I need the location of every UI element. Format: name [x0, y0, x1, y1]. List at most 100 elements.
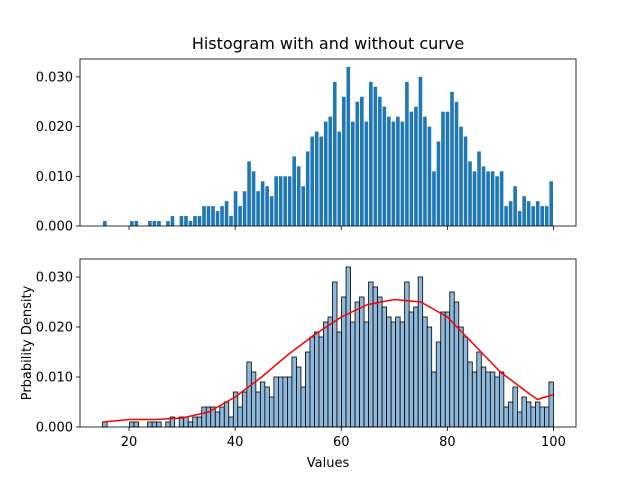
bar — [228, 416, 234, 428]
bar — [179, 216, 184, 226]
bar — [503, 406, 509, 428]
bar — [494, 376, 500, 428]
bar — [197, 216, 202, 226]
bar — [418, 76, 423, 227]
bar — [381, 306, 388, 428]
bar — [372, 286, 379, 428]
bar — [345, 266, 351, 428]
bar — [305, 351, 311, 428]
bar — [265, 186, 269, 226]
bar — [426, 326, 433, 428]
bar — [387, 116, 391, 226]
bar — [211, 206, 215, 226]
y-tick-label: 0.030 — [36, 271, 73, 286]
bar — [323, 321, 329, 428]
bar — [233, 191, 238, 226]
bar — [151, 421, 158, 428]
bar — [516, 411, 523, 428]
bar — [377, 296, 383, 428]
y-tick-label: 0.000 — [36, 421, 73, 436]
bar — [166, 221, 170, 226]
x-tick-label: 80 — [439, 435, 456, 450]
bar — [427, 126, 432, 226]
x-tick-label: 100 — [541, 435, 566, 450]
bar — [134, 221, 139, 226]
bar — [130, 221, 134, 226]
bar — [422, 316, 428, 428]
bar — [215, 211, 220, 226]
bar — [512, 386, 518, 428]
bar — [499, 171, 504, 226]
bar — [459, 126, 463, 226]
bar — [247, 161, 251, 226]
bar — [414, 106, 418, 226]
bar — [277, 376, 284, 428]
x-tick-label: 20 — [121, 435, 138, 450]
bar — [156, 421, 162, 428]
bar — [544, 406, 550, 428]
bar — [192, 416, 198, 428]
y-tick-label: 0.020 — [36, 321, 73, 336]
bar — [355, 101, 360, 226]
bar — [431, 371, 437, 428]
bar — [535, 201, 540, 226]
bar — [471, 371, 478, 428]
x-axis-label: Values — [307, 456, 350, 471]
bar — [481, 166, 486, 226]
bar — [535, 401, 541, 428]
bar — [498, 371, 505, 428]
bar — [341, 96, 346, 227]
bar — [539, 406, 545, 428]
bar — [318, 336, 324, 428]
bar — [423, 116, 427, 226]
bar — [440, 311, 446, 428]
bar — [187, 421, 194, 428]
bar — [332, 81, 337, 226]
bar — [301, 186, 306, 226]
axes-frame — [79, 58, 577, 227]
bar — [165, 421, 171, 428]
bar — [129, 421, 135, 428]
bar — [242, 191, 247, 226]
bar — [292, 156, 296, 226]
bar — [196, 416, 203, 428]
bar — [489, 371, 496, 428]
bar — [296, 166, 301, 226]
bar — [472, 171, 477, 226]
bar — [319, 136, 324, 226]
bar — [395, 316, 401, 428]
bar — [441, 111, 445, 226]
bar — [184, 216, 188, 226]
y-tick-label: 0.010 — [36, 371, 73, 386]
bar — [278, 176, 283, 226]
bar — [346, 66, 351, 226]
bar — [399, 321, 406, 428]
bar — [202, 206, 206, 226]
axes-frame — [79, 258, 577, 428]
bar — [241, 391, 248, 428]
bar — [296, 366, 302, 428]
bar — [378, 96, 382, 227]
bar — [404, 281, 410, 428]
bar — [405, 81, 409, 226]
y-tick-label: 0.010 — [36, 170, 73, 185]
bar — [382, 106, 387, 226]
bar — [152, 221, 157, 226]
bar — [364, 121, 369, 226]
bar — [453, 301, 460, 428]
bar — [432, 171, 436, 226]
bar — [205, 406, 212, 428]
bar — [291, 356, 297, 428]
bar — [458, 326, 464, 428]
bar — [436, 141, 441, 226]
bar — [507, 401, 514, 428]
bar — [264, 386, 270, 428]
bar — [170, 216, 175, 226]
bar — [282, 376, 288, 428]
bar — [531, 206, 535, 226]
bar — [219, 406, 225, 428]
bar — [369, 81, 373, 226]
y-axis-label: Prbability Density — [20, 285, 35, 400]
